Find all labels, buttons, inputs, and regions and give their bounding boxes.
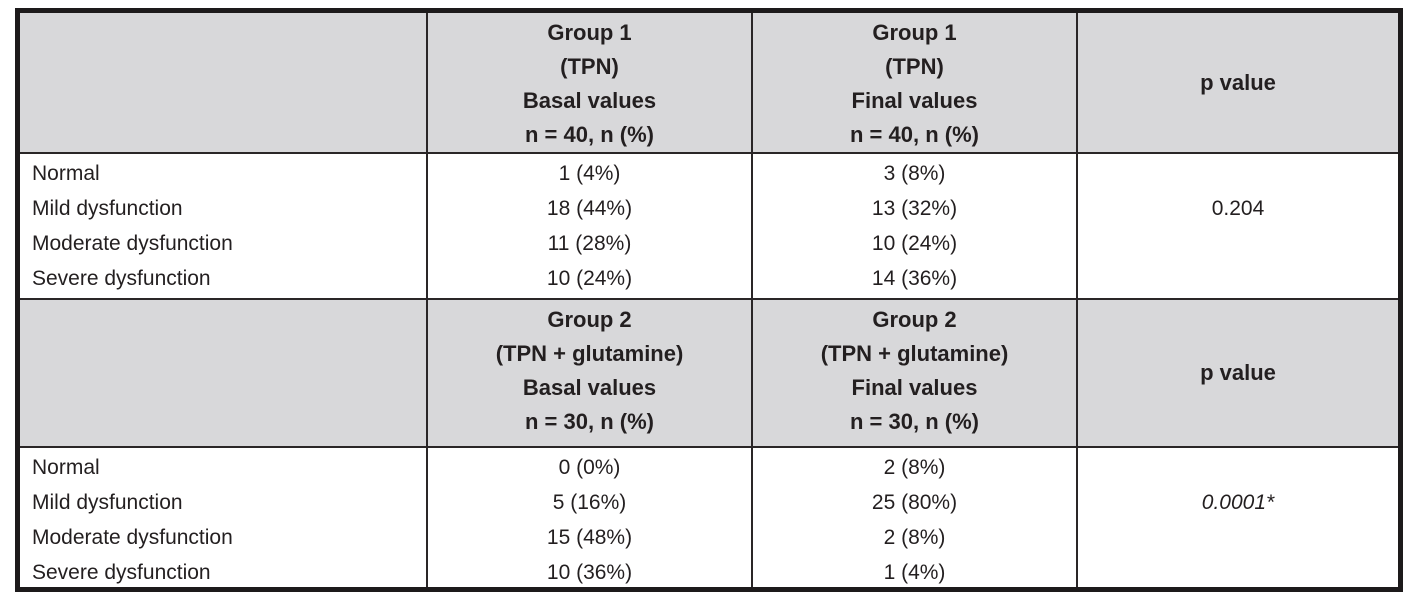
section2-p-value-header-cell: p value xyxy=(1078,300,1398,448)
spacer xyxy=(1078,520,1398,555)
row-label: Moderate dysfunction xyxy=(32,232,233,255)
p-value: 0.0001* xyxy=(1201,491,1275,514)
header-line: n = 40, n (%) xyxy=(525,122,654,147)
header-line: (TPN + glutamine) xyxy=(820,341,1009,366)
final-value: 2 (8%) xyxy=(883,456,946,479)
section1-p-value-header-cell: p value xyxy=(1078,13,1398,154)
section1-final-header-cell: Group 1 (TPN) Final values n = 40, n (%) xyxy=(753,13,1078,154)
spacer xyxy=(1078,156,1398,191)
final-value: 13 (32%) xyxy=(871,197,958,220)
row-label: Moderate dysfunction xyxy=(32,526,233,549)
spacer xyxy=(1078,450,1398,485)
header-line: n = 40, n (%) xyxy=(850,122,979,147)
section2-basal-values-cell: 0 (0%) 5 (16%) 15 (48%) 10 (36%) xyxy=(428,448,753,587)
row-label: Severe dysfunction xyxy=(32,561,211,584)
section1-p-value-cell: 0.204 xyxy=(1078,154,1398,300)
basal-value: 0 (0%) xyxy=(558,456,621,479)
basal-value: 15 (48%) xyxy=(546,526,633,549)
final-value: 14 (36%) xyxy=(871,267,958,290)
basal-value: 5 (16%) xyxy=(552,491,627,514)
section1-header-empty-cell xyxy=(20,13,428,154)
spacer xyxy=(1078,226,1398,261)
basal-value: 18 (44%) xyxy=(546,197,633,220)
row-label: Normal xyxy=(32,162,100,185)
basal-value: 10 (24%) xyxy=(546,267,633,290)
header-line: (TPN) xyxy=(560,54,619,79)
section2-header-empty-cell xyxy=(20,300,428,448)
spacer xyxy=(1078,261,1398,296)
basal-value: 11 (28%) xyxy=(547,232,632,255)
section1-row-labels-cell: Normal Mild dysfunction Moderate dysfunc… xyxy=(20,154,428,300)
spacer xyxy=(1078,555,1398,587)
header-line: Final values xyxy=(851,375,978,400)
section1-final-values-cell: 3 (8%) 13 (32%) 10 (24%) 14 (36%) xyxy=(753,154,1078,300)
section1-basal-values-cell: 1 (4%) 18 (44%) 11 (28%) 10 (24%) xyxy=(428,154,753,300)
header-line: (TPN) xyxy=(885,54,944,79)
section2-p-value-cell: 0.0001* xyxy=(1078,448,1398,587)
header-line: Group 2 xyxy=(872,307,957,332)
header-line: Group 1 xyxy=(872,20,957,45)
section1-basal-header-cell: Group 1 (TPN) Basal values n = 40, n (%) xyxy=(428,13,753,154)
header-line: Basal values xyxy=(522,375,657,400)
row-label: Normal xyxy=(32,456,100,479)
p-value-header-label: p value xyxy=(1200,360,1276,385)
basal-value: 1 (4%) xyxy=(558,162,621,185)
section2-basal-header-cell: Group 2 (TPN + glutamine) Basal values n… xyxy=(428,300,753,448)
header-line: (TPN + glutamine) xyxy=(495,341,684,366)
header-line: n = 30, n (%) xyxy=(525,409,654,434)
row-label: Mild dysfunction xyxy=(32,491,183,514)
row-label: Mild dysfunction xyxy=(32,197,183,220)
section2-final-header-cell: Group 2 (TPN + glutamine) Final values n… xyxy=(753,300,1078,448)
final-value: 3 (8%) xyxy=(883,162,946,185)
section2-final-values-cell: 2 (8%) 25 (80%) 2 (8%) 1 (4%) xyxy=(753,448,1078,587)
row-label: Severe dysfunction xyxy=(32,267,211,290)
basal-value: 10 (36%) xyxy=(546,561,633,584)
final-value: 2 (8%) xyxy=(883,526,946,549)
header-line: Basal values xyxy=(522,88,657,113)
header-line: Group 2 xyxy=(547,307,632,332)
final-value: 1 (4%) xyxy=(883,561,946,584)
p-value: 0.204 xyxy=(1211,197,1265,220)
final-value: 10 (24%) xyxy=(871,232,958,255)
final-value: 25 (80%) xyxy=(871,491,958,514)
header-line: n = 30, n (%) xyxy=(850,409,979,434)
header-line: Final values xyxy=(851,88,978,113)
header-line: Group 1 xyxy=(547,20,632,45)
p-value-header-label: p value xyxy=(1200,69,1276,95)
section2-row-labels-cell: Normal Mild dysfunction Moderate dysfunc… xyxy=(20,448,428,587)
liver-dysfunction-table: Group 1 (TPN) Basal values n = 40, n (%)… xyxy=(15,8,1403,592)
